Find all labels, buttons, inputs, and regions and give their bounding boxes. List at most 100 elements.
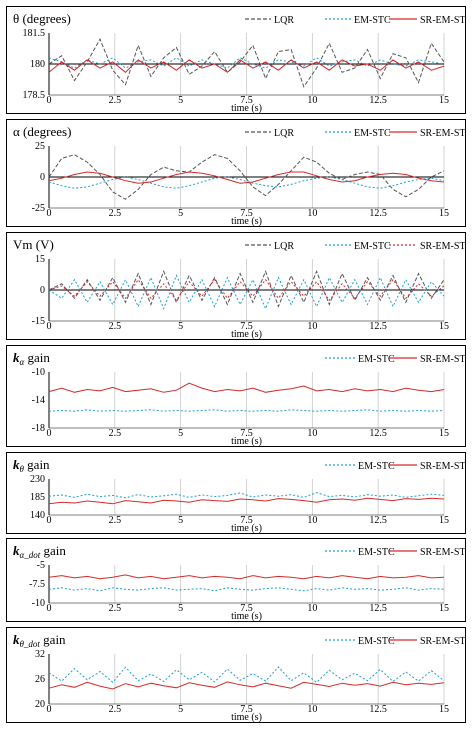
- x-tick-label: 7.5: [240, 428, 253, 439]
- legend-label: EM-STC: [358, 354, 395, 365]
- x-tick-label: 12.5: [369, 515, 387, 526]
- x-tick-label: 7.5: [240, 321, 253, 332]
- x-axis-label: time (s): [231, 329, 262, 339]
- legend-label: SR-EM-STC: [420, 128, 465, 139]
- legend-label: EM-STC: [354, 128, 391, 139]
- legend-label: EM-STC: [354, 15, 391, 26]
- x-tick-label: 2.5: [109, 515, 122, 526]
- x-tick-label: 2.5: [109, 321, 122, 332]
- x-tick-label: 15: [439, 208, 449, 219]
- legend-label: SR-EM-STC: [420, 354, 465, 365]
- x-tick-label: 2.5: [109, 95, 122, 106]
- chart-title: kα_dot gain: [13, 543, 66, 560]
- series-line-em-stc: [48, 274, 445, 310]
- legend-label: EM-STC: [358, 547, 395, 558]
- series-line-lqr: [48, 270, 445, 308]
- x-tick-label: 5: [178, 428, 183, 439]
- x-tick-label: 7.5: [240, 208, 253, 219]
- x-tick-label: 2.5: [109, 603, 122, 614]
- x-tick-label: 5: [178, 321, 183, 332]
- chart-panel-6: kα_dot gain 0 2.5 5 7.5 10 12.5 15 -5 -7.5 -10 time…: [6, 538, 473, 622]
- series-line-sr-em-stc: [48, 59, 445, 73]
- chart-svg: kα gain 0 2.5 5 7.5 10 12.5 15 -10 -14 -18 time (s)…: [13, 350, 473, 447]
- y-tick-label: 15: [35, 254, 45, 265]
- chart-panel-2: α (degrees) 0 2.5 5 7.5 10 12.5 15 -25 0 25 time (s…: [6, 119, 473, 227]
- x-tick-label: 7.5: [240, 603, 253, 614]
- x-axis-label: time (s): [231, 611, 262, 621]
- x-tick-label: 12.5: [369, 321, 387, 332]
- legend-label: EM-STC: [358, 461, 395, 472]
- x-axis-label: time (s): [231, 523, 262, 533]
- x-tick-label: 12.5: [369, 603, 387, 614]
- x-tick-label: 2.5: [109, 704, 122, 715]
- x-tick-label: 10: [307, 515, 317, 526]
- series-line-sr-em-stc: [48, 574, 445, 580]
- x-tick-label: 10: [307, 603, 317, 614]
- x-tick-label: 0: [47, 95, 52, 106]
- x-tick-label: 10: [307, 321, 317, 332]
- y-tick-label: 230: [30, 474, 45, 485]
- x-tick-label: 10: [307, 428, 317, 439]
- legend-label: LQR: [274, 128, 294, 139]
- y-tick-label: 140: [30, 510, 45, 521]
- legend-label: SR-EM-STC: [420, 241, 465, 252]
- x-tick-label: 5: [178, 95, 183, 106]
- x-tick-label: 7.5: [240, 95, 253, 106]
- x-tick-label: 7.5: [240, 704, 253, 715]
- series-line-sr-em-stc: [48, 497, 445, 505]
- y-tick-label: 20: [35, 699, 45, 710]
- y-tick-label: -15: [32, 316, 45, 327]
- y-tick-label: 178.5: [23, 90, 46, 101]
- series-line-lqr: [48, 38, 445, 88]
- x-tick-label: 15: [439, 603, 449, 614]
- series-line-lqr: [48, 154, 445, 200]
- y-tick-label: -5: [37, 560, 45, 571]
- x-tick-label: 0: [47, 428, 52, 439]
- series-line-sr-em-stc: [48, 382, 445, 393]
- legend-label: EM-STC: [354, 241, 391, 252]
- legend-label: SR-EM-STC: [420, 15, 465, 26]
- x-tick-label: 15: [439, 515, 449, 526]
- x-tick-label: 0: [47, 208, 52, 219]
- chart-panel-7: kθ_dot gain 0 2.5 5 7.5 10 12.5 15 32 26 20 time (s…: [6, 627, 473, 723]
- x-tick-label: 15: [439, 428, 449, 439]
- series-line-em-stc: [48, 409, 445, 412]
- chart-svg: θ (degrees) 0 2.5 5 7.5 10 12.5 15 178.5 180 181.5…: [13, 11, 473, 114]
- chart-panel-1: θ (degrees) 0 2.5 5 7.5 10 12.5 15 178.5 180 181.5…: [6, 6, 473, 114]
- chart-panel-3: Vm (V) 0 2.5 5 7.5 10 12.5 15 -15 0 15 time (s) LQR E…: [6, 232, 473, 340]
- x-tick-label: 12.5: [369, 704, 387, 715]
- y-tick-label: 0: [40, 285, 45, 296]
- x-tick-label: 0: [47, 603, 52, 614]
- x-axis-label: time (s): [231, 216, 262, 226]
- y-tick-label: 0: [40, 172, 45, 183]
- chart-title: α (degrees): [13, 124, 71, 139]
- x-tick-label: 12.5: [369, 95, 387, 106]
- chart-title: kθ_dot gain: [13, 632, 66, 649]
- y-tick-label: 180: [30, 59, 45, 70]
- x-tick-label: 10: [307, 95, 317, 106]
- x-tick-label: 5: [178, 603, 183, 614]
- x-tick-label: 5: [178, 208, 183, 219]
- x-axis-label: time (s): [231, 436, 262, 446]
- chart-svg: kθ gain 0 2.5 5 7.5 10 12.5 15 230 185 140 time (s)…: [13, 457, 473, 534]
- legend-label: LQR: [274, 15, 294, 26]
- x-tick-label: 10: [307, 208, 317, 219]
- y-tick-label: -7.5: [29, 579, 45, 590]
- x-tick-label: 0: [47, 321, 52, 332]
- legend-label: SR-EM-STC: [420, 636, 465, 647]
- y-tick-label: 181.5: [23, 28, 46, 39]
- x-axis-label: time (s): [231, 103, 262, 113]
- x-tick-label: 2.5: [109, 428, 122, 439]
- chart-panel-4: kα gain 0 2.5 5 7.5 10 12.5 15 -10 -14 -18 time (s)…: [6, 345, 473, 447]
- legend-label: SR-EM-STC: [420, 461, 465, 472]
- x-tick-label: 5: [178, 704, 183, 715]
- y-tick-label: 26: [35, 674, 45, 685]
- y-tick-label: -25: [32, 203, 45, 214]
- legend-label: EM-STC: [358, 636, 395, 647]
- x-axis-label: time (s): [231, 712, 262, 722]
- y-tick-label: -10: [32, 367, 45, 378]
- series-line-em-stc: [48, 666, 445, 684]
- x-tick-label: 0: [47, 704, 52, 715]
